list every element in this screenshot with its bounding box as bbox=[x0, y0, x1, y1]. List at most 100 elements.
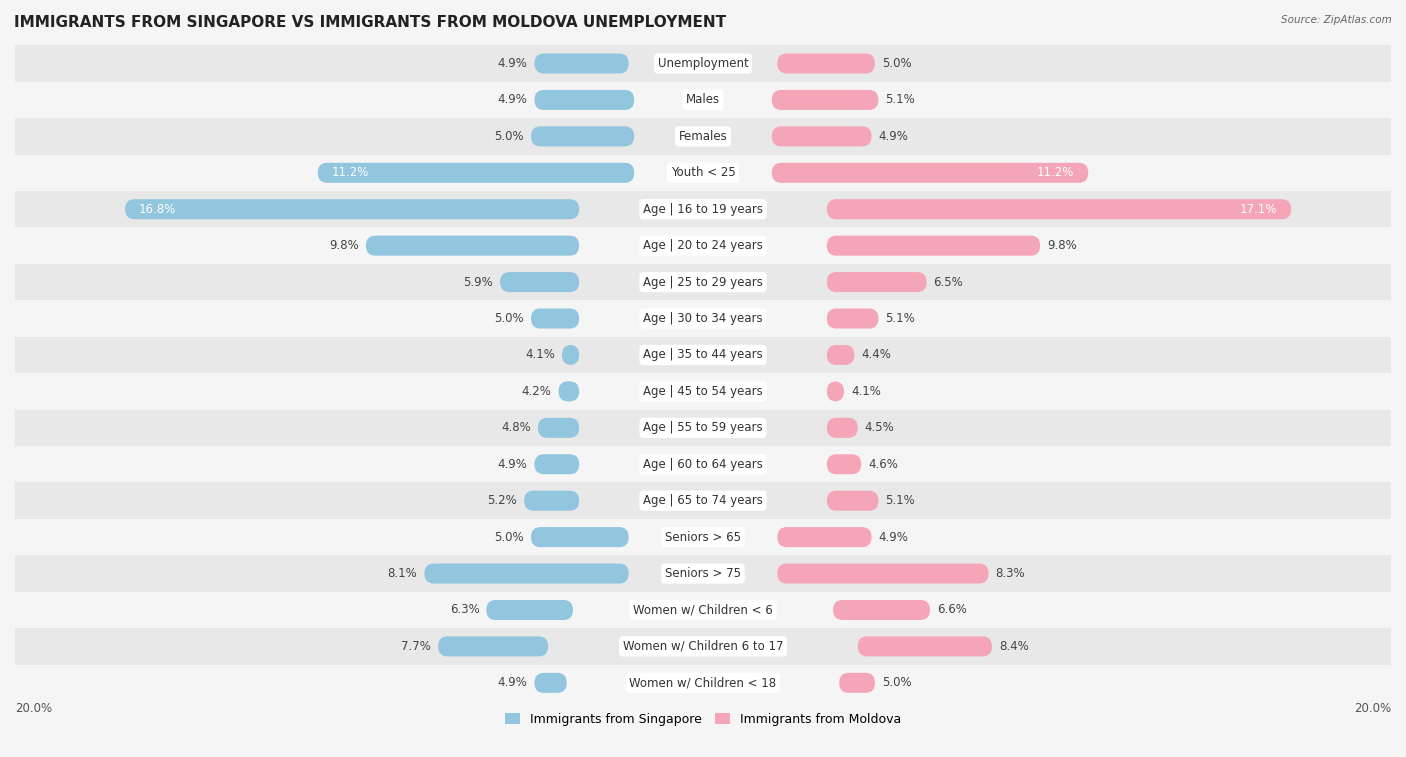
Text: 5.1%: 5.1% bbox=[886, 494, 915, 507]
FancyBboxPatch shape bbox=[531, 309, 579, 329]
Text: 8.4%: 8.4% bbox=[998, 640, 1029, 653]
Text: 4.4%: 4.4% bbox=[862, 348, 891, 361]
FancyBboxPatch shape bbox=[534, 454, 579, 475]
FancyBboxPatch shape bbox=[534, 90, 634, 110]
FancyBboxPatch shape bbox=[318, 163, 634, 182]
Text: IMMIGRANTS FROM SINGAPORE VS IMMIGRANTS FROM MOLDOVA UNEMPLOYMENT: IMMIGRANTS FROM SINGAPORE VS IMMIGRANTS … bbox=[14, 15, 725, 30]
FancyBboxPatch shape bbox=[772, 126, 872, 146]
Bar bbox=[15, 482, 1391, 519]
Bar bbox=[15, 227, 1391, 264]
Text: Age | 30 to 34 years: Age | 30 to 34 years bbox=[643, 312, 763, 325]
Text: 5.1%: 5.1% bbox=[886, 312, 915, 325]
Bar bbox=[15, 519, 1391, 556]
Text: 5.0%: 5.0% bbox=[495, 312, 524, 325]
FancyBboxPatch shape bbox=[772, 90, 879, 110]
Text: Age | 65 to 74 years: Age | 65 to 74 years bbox=[643, 494, 763, 507]
FancyBboxPatch shape bbox=[827, 272, 927, 292]
Text: 11.2%: 11.2% bbox=[1038, 167, 1074, 179]
Bar bbox=[15, 628, 1391, 665]
Text: Age | 20 to 24 years: Age | 20 to 24 years bbox=[643, 239, 763, 252]
Text: Source: ZipAtlas.com: Source: ZipAtlas.com bbox=[1281, 15, 1392, 25]
Text: 5.0%: 5.0% bbox=[495, 130, 524, 143]
FancyBboxPatch shape bbox=[778, 54, 875, 73]
Text: 9.8%: 9.8% bbox=[329, 239, 359, 252]
Text: 5.1%: 5.1% bbox=[886, 93, 915, 107]
Bar bbox=[15, 82, 1391, 118]
Text: 4.9%: 4.9% bbox=[498, 676, 527, 690]
Text: 4.9%: 4.9% bbox=[879, 531, 908, 544]
FancyBboxPatch shape bbox=[531, 126, 634, 146]
FancyBboxPatch shape bbox=[858, 637, 993, 656]
FancyBboxPatch shape bbox=[538, 418, 579, 438]
Text: Women w/ Children < 18: Women w/ Children < 18 bbox=[630, 676, 776, 690]
Text: Age | 16 to 19 years: Age | 16 to 19 years bbox=[643, 203, 763, 216]
FancyBboxPatch shape bbox=[827, 309, 879, 329]
Text: 7.7%: 7.7% bbox=[401, 640, 432, 653]
Text: 5.0%: 5.0% bbox=[882, 676, 911, 690]
Text: 5.2%: 5.2% bbox=[488, 494, 517, 507]
Text: Women w/ Children < 6: Women w/ Children < 6 bbox=[633, 603, 773, 616]
Text: 4.6%: 4.6% bbox=[868, 458, 898, 471]
FancyBboxPatch shape bbox=[562, 345, 579, 365]
FancyBboxPatch shape bbox=[827, 454, 862, 475]
FancyBboxPatch shape bbox=[425, 563, 628, 584]
Text: 4.9%: 4.9% bbox=[498, 458, 527, 471]
Text: Age | 60 to 64 years: Age | 60 to 64 years bbox=[643, 458, 763, 471]
FancyBboxPatch shape bbox=[827, 382, 844, 401]
Text: 5.0%: 5.0% bbox=[882, 57, 911, 70]
Bar bbox=[15, 337, 1391, 373]
Text: Seniors > 75: Seniors > 75 bbox=[665, 567, 741, 580]
Text: 20.0%: 20.0% bbox=[1354, 702, 1391, 715]
Bar bbox=[15, 301, 1391, 337]
Text: Women w/ Children 6 to 17: Women w/ Children 6 to 17 bbox=[623, 640, 783, 653]
FancyBboxPatch shape bbox=[827, 235, 1040, 256]
FancyBboxPatch shape bbox=[827, 345, 855, 365]
Text: 4.1%: 4.1% bbox=[526, 348, 555, 361]
Bar bbox=[15, 665, 1391, 701]
Text: 16.8%: 16.8% bbox=[139, 203, 176, 216]
Bar bbox=[15, 45, 1391, 82]
FancyBboxPatch shape bbox=[524, 491, 579, 511]
FancyBboxPatch shape bbox=[839, 673, 875, 693]
Bar bbox=[15, 373, 1391, 410]
FancyBboxPatch shape bbox=[534, 54, 628, 73]
Text: Females: Females bbox=[679, 130, 727, 143]
Text: 4.9%: 4.9% bbox=[498, 57, 527, 70]
FancyBboxPatch shape bbox=[486, 600, 574, 620]
Text: 6.3%: 6.3% bbox=[450, 603, 479, 616]
Text: 4.9%: 4.9% bbox=[498, 93, 527, 107]
Text: 4.5%: 4.5% bbox=[865, 422, 894, 435]
FancyBboxPatch shape bbox=[531, 527, 628, 547]
Text: 11.2%: 11.2% bbox=[332, 167, 368, 179]
Text: 20.0%: 20.0% bbox=[15, 702, 52, 715]
Bar bbox=[15, 191, 1391, 227]
Bar bbox=[15, 154, 1391, 191]
Text: 4.8%: 4.8% bbox=[502, 422, 531, 435]
Text: Youth < 25: Youth < 25 bbox=[671, 167, 735, 179]
Text: 17.1%: 17.1% bbox=[1240, 203, 1278, 216]
FancyBboxPatch shape bbox=[439, 637, 548, 656]
Bar bbox=[15, 118, 1391, 154]
Text: 9.8%: 9.8% bbox=[1047, 239, 1077, 252]
FancyBboxPatch shape bbox=[778, 563, 988, 584]
FancyBboxPatch shape bbox=[125, 199, 579, 220]
Text: 8.3%: 8.3% bbox=[995, 567, 1025, 580]
FancyBboxPatch shape bbox=[501, 272, 579, 292]
Bar bbox=[15, 592, 1391, 628]
FancyBboxPatch shape bbox=[534, 673, 567, 693]
FancyBboxPatch shape bbox=[827, 418, 858, 438]
Text: Age | 55 to 59 years: Age | 55 to 59 years bbox=[643, 422, 763, 435]
FancyBboxPatch shape bbox=[558, 382, 579, 401]
Text: 4.2%: 4.2% bbox=[522, 385, 551, 398]
FancyBboxPatch shape bbox=[772, 163, 1088, 182]
Text: Males: Males bbox=[686, 93, 720, 107]
Legend: Immigrants from Singapore, Immigrants from Moldova: Immigrants from Singapore, Immigrants fr… bbox=[501, 708, 905, 731]
Text: 5.0%: 5.0% bbox=[495, 531, 524, 544]
FancyBboxPatch shape bbox=[778, 527, 872, 547]
Text: 6.6%: 6.6% bbox=[936, 603, 967, 616]
Text: Seniors > 65: Seniors > 65 bbox=[665, 531, 741, 544]
Bar bbox=[15, 264, 1391, 301]
Text: 4.1%: 4.1% bbox=[851, 385, 880, 398]
FancyBboxPatch shape bbox=[827, 491, 879, 511]
Text: 5.9%: 5.9% bbox=[464, 276, 494, 288]
